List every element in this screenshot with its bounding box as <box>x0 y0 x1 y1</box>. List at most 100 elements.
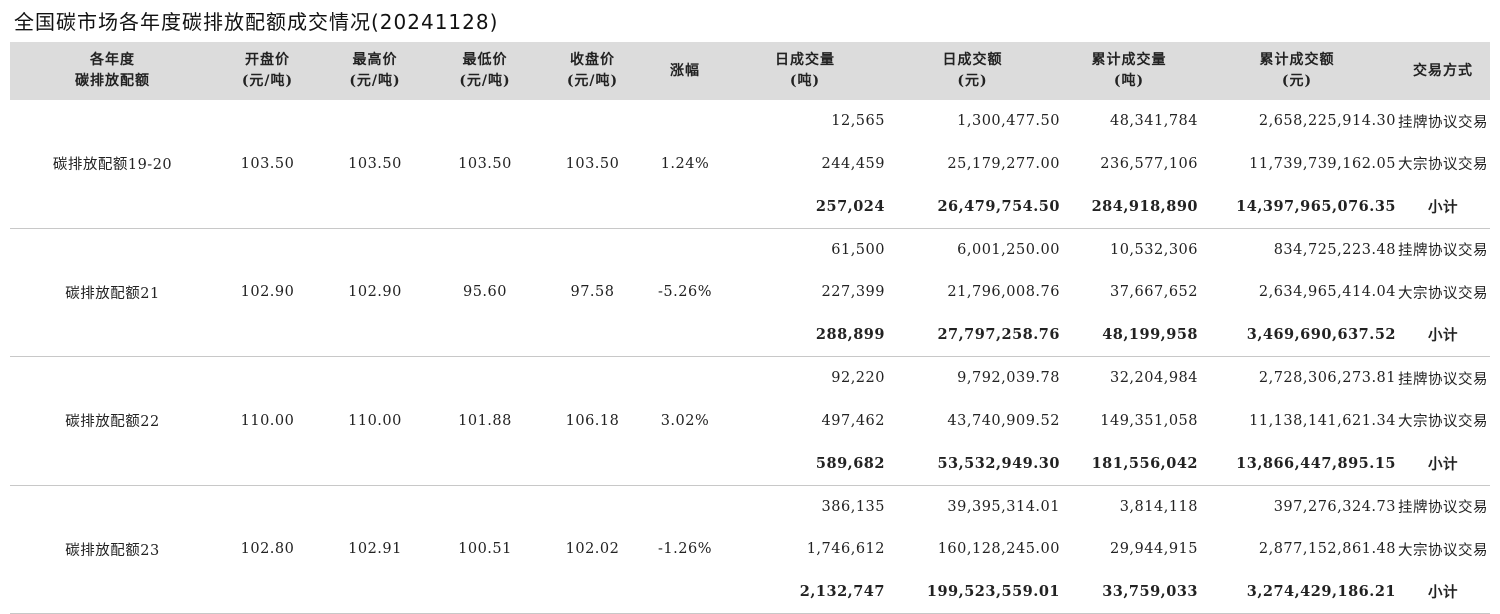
trade-mode-cell: 挂牌协议交易 <box>1398 243 1488 260</box>
cumulative-amount-cell: 2,877,152,861.48 <box>1258 541 1396 558</box>
high-price-cell: 102.91 <box>320 485 430 614</box>
daily-volume-cell: 12,565 <box>831 113 885 130</box>
cumulative-amount-cell: 2,728,306,273.81 <box>1258 370 1396 387</box>
quota-name-cell: 碳排放配额21 <box>10 228 215 357</box>
cumulative-amount-cell: 397,276,324.73 <box>1273 498 1396 515</box>
cumulative-volume-cell: 149,351,058 <box>1100 412 1198 429</box>
daily-volume-cell: 1,746,612 <box>806 541 885 558</box>
table-body: 碳排放配额19-20 103.50 103.50 103.50 103.50 1.24% 1… <box>10 100 1490 614</box>
daily-amount-cell: 160,128,245.00 <box>937 541 1060 558</box>
daily-amount-cell: 25,179,277.00 <box>947 155 1060 172</box>
column-header: 交易方式 <box>1396 42 1490 100</box>
column-header-line: 最低价 <box>462 52 508 68</box>
daily-volume-cell: 92,220 <box>831 370 885 387</box>
table-row: 497,462 43,740,909.52 149,351,058 11,138,14… <box>10 400 1490 443</box>
table-row: 碳排放配额19-20 103.50 103.50 103.50 103.50 1.24% 1… <box>10 100 1490 229</box>
cumulative-amount-cell: 2,634,965,414.04 <box>1258 284 1396 301</box>
cumulative-amount-cell: 3,274,429,186.21 <box>1198 570 1396 614</box>
cumulative-amount-cell: 2,658,225,914.30 <box>1258 113 1396 130</box>
daily-amount-cell: 1,300,477.50 <box>957 113 1060 130</box>
cumulative-amount-cell: 11,739,739,162.05 <box>1249 155 1396 172</box>
change-cell: 1.24% <box>645 100 725 229</box>
table-row: 244,459 25,179,277.00 236,577,106 11,739,73… <box>10 143 1490 186</box>
low-price-cell: 103.50 <box>430 100 540 229</box>
cumulative-volume-cell: 33,759,033 <box>1060 570 1198 614</box>
column-header-line: (元) <box>1281 73 1313 89</box>
daily-amount-cell: 53,532,949.30 <box>885 442 1060 486</box>
subtotal-row: 589,682 53,532,949.30 181,556,042 13,866,44… <box>10 442 1490 486</box>
column-header-line: (元/吨) <box>566 73 619 89</box>
trade-mode-cell: 小计 <box>1396 442 1490 486</box>
cumulative-volume-cell: 236,577,106 <box>1100 155 1198 172</box>
high-price-cell: 103.50 <box>320 100 430 229</box>
column-header-line: 开盘价 <box>245 52 290 68</box>
column-header: 涨幅 <box>645 42 725 100</box>
high-price-cell: 110.00 <box>320 356 430 486</box>
daily-amount-cell: 27,797,258.76 <box>885 313 1060 357</box>
daily-volume-cell: 497,462 <box>821 412 885 429</box>
daily-volume-cell: 589,682 <box>725 442 885 486</box>
table-row: 1,746,612 160,128,245.00 29,944,915 2,877,1… <box>10 528 1490 571</box>
column-header-line: 交易方式 <box>1413 62 1473 79</box>
cumulative-volume-cell: 181,556,042 <box>1060 442 1198 486</box>
open-price-cell: 103.50 <box>215 100 320 229</box>
low-price-cell: 100.51 <box>430 485 540 614</box>
column-header: 各年度 碳排放配额 <box>10 42 215 100</box>
subtotal-row: 257,024 26,479,754.50 284,918,890 14,397,96… <box>10 185 1490 229</box>
cumulative-amount-cell: 11,138,141,621.34 <box>1249 412 1396 429</box>
change-cell: 3.02% <box>645 356 725 486</box>
trade-mode-cell: 大宗协议交易 <box>1398 414 1488 431</box>
daily-volume-cell: 257,024 <box>725 185 885 229</box>
cumulative-volume-cell: 284,918,890 <box>1060 185 1198 229</box>
close-price-cell: 103.50 <box>540 100 645 229</box>
column-header: 开盘价 (元/吨) <box>215 42 320 100</box>
cumulative-volume-cell: 37,667,652 <box>1109 284 1198 301</box>
quota-name-cell: 碳排放配额19-20 <box>10 100 215 229</box>
daily-volume-cell: 227,399 <box>821 284 885 301</box>
trade-mode-cell: 挂牌协议交易 <box>1398 114 1488 131</box>
low-price-cell: 101.88 <box>430 356 540 486</box>
column-header: 日成交额 (元) <box>885 42 1060 100</box>
header-row: 各年度 碳排放配额 开盘价 (元/吨) 最高价 (元/吨) 最低价 (元/吨) 收盘价 (元/吨)… <box>10 42 1490 100</box>
carbon-quota-table: 各年度 碳排放配额 开盘价 (元/吨) 最高价 (元/吨) 最低价 (元/吨) 收盘价 (元/吨)… <box>10 42 1490 614</box>
column-header-line: 涨幅 <box>670 62 700 79</box>
close-price-cell: 106.18 <box>540 356 645 486</box>
cumulative-amount-cell: 3,469,690,637.52 <box>1198 313 1396 357</box>
change-cell: -5.26% <box>645 228 725 357</box>
column-header: 收盘价 (元/吨) <box>540 42 645 100</box>
daily-amount-cell: 26,479,754.50 <box>885 185 1060 229</box>
trade-mode-cell: 小计 <box>1396 570 1490 614</box>
trade-mode-cell: 挂牌协议交易 <box>1398 500 1488 517</box>
table-row: 碳排放配额22 110.00 110.00 101.88 106.18 3.02% 92,2… <box>10 356 1490 486</box>
quota-name-cell: 碳排放配额22 <box>10 356 215 486</box>
cumulative-volume-cell: 10,532,306 <box>1109 241 1198 258</box>
column-header-line: 收盘价 <box>570 52 615 68</box>
daily-volume-cell: 386,135 <box>821 498 885 515</box>
trade-mode-cell: 大宗协议交易 <box>1398 157 1488 174</box>
column-header-line: (吨) <box>789 73 821 89</box>
open-price-cell: 102.80 <box>215 485 320 614</box>
column-header-line: 碳排放配额 <box>75 73 150 89</box>
daily-amount-cell: 39,395,314.01 <box>947 498 1060 515</box>
high-price-cell: 102.90 <box>320 228 430 357</box>
column-header-line: 最高价 <box>352 52 398 68</box>
column-header-line: (吨) <box>1113 73 1145 89</box>
daily-volume-cell: 288,899 <box>725 313 885 357</box>
cumulative-volume-cell: 32,204,984 <box>1109 370 1198 387</box>
cumulative-volume-cell: 48,199,958 <box>1060 313 1198 357</box>
daily-amount-cell: 9,792,039.78 <box>957 370 1060 387</box>
column-header: 累计成交量 (吨) <box>1060 42 1198 100</box>
column-header-line: 日成交量 <box>775 52 835 68</box>
table-row: 碳排放配额21 102.90 102.90 95.60 97.58 -5.26% 61,50… <box>10 228 1490 357</box>
column-header-line: (元/吨) <box>459 73 511 89</box>
close-price-cell: 102.02 <box>540 485 645 614</box>
open-price-cell: 102.90 <box>215 228 320 357</box>
page-title: 全国碳市场各年度碳排放配额成交情况(20241128) <box>14 10 499 34</box>
cumulative-amount-cell: 14,397,965,076.35 <box>1198 185 1396 229</box>
daily-amount-cell: 6,001,250.00 <box>957 241 1060 258</box>
change-cell: -1.26% <box>645 485 725 614</box>
column-header: 最低价 (元/吨) <box>430 42 540 100</box>
daily-volume-cell: 61,500 <box>831 241 885 258</box>
low-price-cell: 95.60 <box>430 228 540 357</box>
column-header-line: (元/吨) <box>241 73 294 89</box>
